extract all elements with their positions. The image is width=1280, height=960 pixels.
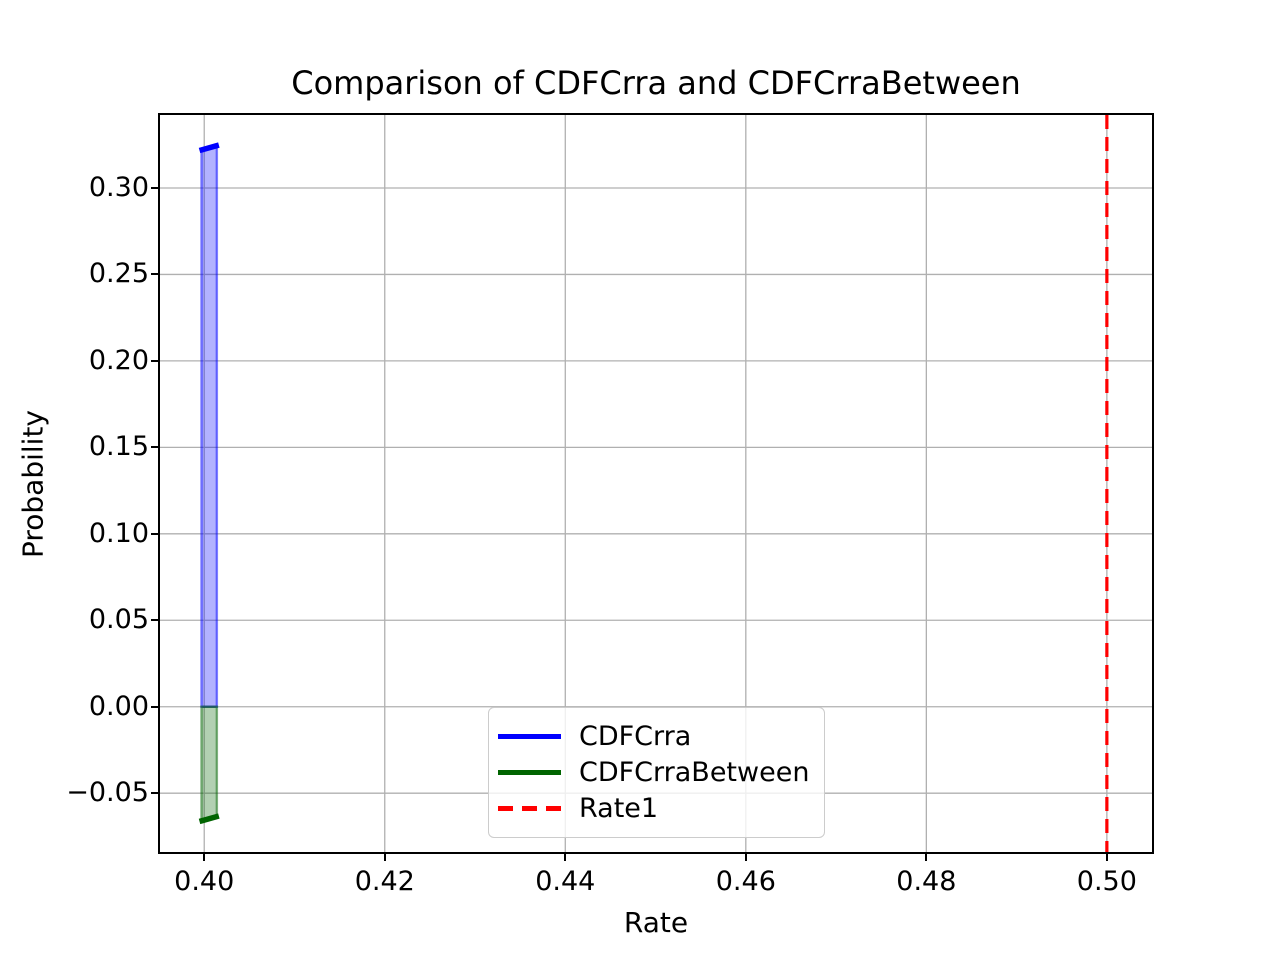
y-tick-mark: [151, 619, 159, 622]
x-tick-mark: [1105, 853, 1108, 861]
legend-label: CDFCrraBetween: [579, 756, 810, 788]
legend: CDFCrra CDFCrraBetween Rate1: [488, 707, 825, 838]
legend-item-Rate1: Rate1: [489, 791, 824, 827]
legend-label: CDFCrra: [579, 720, 692, 752]
x-tick-mark: [383, 853, 386, 861]
y-tick-mark: [151, 792, 159, 795]
x-tick-label: 0.40: [174, 866, 235, 897]
dashed-line-swatch: [498, 806, 561, 812]
x-tick-mark: [564, 853, 567, 861]
x-tick-label: 0.46: [715, 866, 776, 897]
y-tick-mark: [151, 186, 159, 189]
y-tick-label: 0.10: [88, 517, 149, 549]
y-tick-mark: [151, 532, 159, 535]
chart-title: Comparison of CDFCrra and CDFCrraBetween: [291, 64, 1021, 102]
legend-label: Rate1: [579, 793, 659, 825]
x-tick-mark: [203, 853, 206, 861]
series-curve-CDFCrraBetween: [198, 813, 220, 825]
y-tick-label: 0.15: [88, 431, 149, 463]
y-tick-label: 0.30: [88, 171, 149, 203]
legend-item-CDFCrra: CDFCrra: [489, 718, 824, 754]
y-tick-mark: [151, 446, 159, 449]
x-tick-label: 0.44: [535, 866, 596, 897]
solid-line-swatch: [498, 733, 561, 739]
y-tick-mark: [151, 273, 159, 276]
plot-canvas: [160, 115, 1152, 852]
solid-line-swatch: [498, 769, 561, 775]
series-band-CDFCrraBetween: [200, 705, 219, 823]
x-axis-label: Rate: [623, 906, 689, 939]
x-tick-label: 0.42: [354, 866, 415, 897]
y-tick-mark: [151, 705, 159, 708]
y-tick-label: 0.20: [88, 344, 149, 376]
x-tick-mark: [925, 853, 928, 861]
y-tick-label: 0.00: [88, 690, 149, 722]
x-tick-mark: [744, 853, 747, 861]
y-tick-label: −0.05: [66, 777, 149, 809]
series-band-CDFCrra: [200, 144, 219, 708]
y-tick-mark: [151, 359, 159, 362]
x-tick-label: 0.50: [1076, 866, 1137, 897]
series-curve-CDFCrra: [198, 142, 220, 154]
x-tick-label: 0.48: [896, 866, 957, 897]
y-tick-label: 0.25: [88, 258, 149, 290]
legend-item-CDFCrraBetween: CDFCrraBetween: [489, 754, 824, 790]
y-tick-label: 0.05: [88, 604, 149, 636]
